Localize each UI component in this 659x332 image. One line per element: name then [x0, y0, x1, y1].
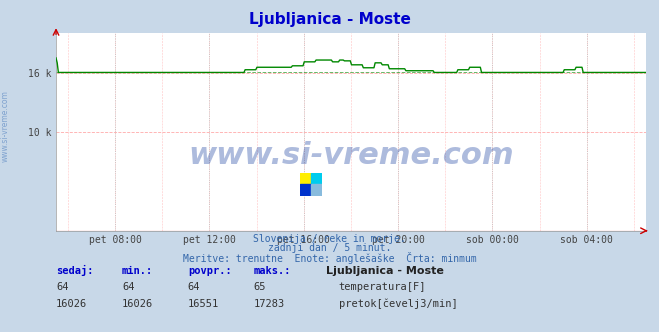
Text: sedaj:: sedaj:	[56, 265, 94, 276]
Text: povpr.:: povpr.:	[188, 266, 231, 276]
Text: maks.:: maks.:	[254, 266, 291, 276]
Text: min.:: min.:	[122, 266, 153, 276]
Text: temperatura[F]: temperatura[F]	[339, 283, 426, 292]
Text: Meritve: trenutne  Enote: anglešaške  Črta: minmum: Meritve: trenutne Enote: anglešaške Črta…	[183, 252, 476, 264]
Bar	[300, 173, 311, 184]
Text: zadnji dan / 5 minut.: zadnji dan / 5 minut.	[268, 243, 391, 253]
Text: 16026: 16026	[122, 299, 153, 309]
Text: pretok[čevelj3/min]: pretok[čevelj3/min]	[339, 298, 457, 309]
Text: Slovenija / reke in morje.: Slovenija / reke in morje.	[253, 234, 406, 244]
Bar	[311, 184, 322, 196]
Bar	[311, 173, 322, 184]
Text: 64: 64	[188, 283, 200, 292]
Text: 17283: 17283	[254, 299, 285, 309]
Text: Ljubljanica - Moste: Ljubljanica - Moste	[248, 12, 411, 27]
Text: www.si-vreme.com: www.si-vreme.com	[1, 90, 10, 162]
Text: www.si-vreme.com: www.si-vreme.com	[188, 141, 514, 170]
Text: 16551: 16551	[188, 299, 219, 309]
Text: Ljubljanica - Moste: Ljubljanica - Moste	[326, 266, 444, 276]
Text: 64: 64	[122, 283, 134, 292]
Text: 16026: 16026	[56, 299, 87, 309]
Text: 64: 64	[56, 283, 69, 292]
Bar	[300, 184, 311, 196]
Text: 65: 65	[254, 283, 266, 292]
